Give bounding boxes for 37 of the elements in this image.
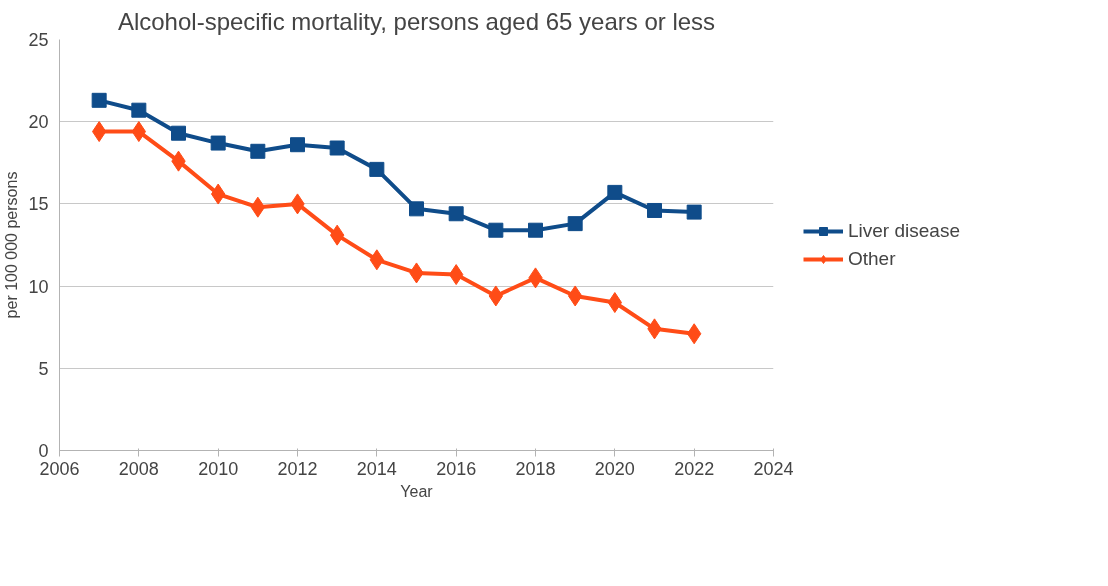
point xyxy=(250,143,266,159)
x-tick-label: 2008 xyxy=(118,458,159,479)
x-axis-title: Year xyxy=(400,482,434,500)
point xyxy=(686,204,702,220)
point xyxy=(369,161,385,177)
point xyxy=(607,184,623,200)
x-tick-label: 2006 xyxy=(39,458,80,479)
x-tick-label: 2024 xyxy=(753,458,794,479)
point xyxy=(290,137,305,153)
point xyxy=(131,102,147,118)
y-tick-label: 25 xyxy=(28,30,49,50)
legend-label: Liver disease xyxy=(848,219,960,242)
y-tick-label: 10 xyxy=(28,276,49,297)
y-axis-title: per 100 000 persons xyxy=(3,171,21,319)
y-tick-label: 15 xyxy=(28,194,49,215)
point xyxy=(647,202,662,218)
x-tick-label: 2022 xyxy=(674,458,715,479)
point xyxy=(91,92,107,108)
y-tick-label: 20 xyxy=(28,112,49,133)
chart-title: Alcohol-specific mortality, persons aged 65 years or less xyxy=(117,7,716,35)
point xyxy=(409,201,424,217)
legend-label: Other xyxy=(848,247,896,270)
point xyxy=(528,222,543,238)
x-tick-label: 2018 xyxy=(515,458,556,479)
point xyxy=(488,222,504,238)
point xyxy=(567,216,583,232)
point xyxy=(210,135,226,151)
point xyxy=(448,206,464,222)
point xyxy=(171,125,186,141)
x-tick-label: 2014 xyxy=(356,458,397,479)
x-tick-label: 2016 xyxy=(436,458,477,479)
y-tick-label: 5 xyxy=(38,358,49,379)
point xyxy=(329,140,345,156)
x-tick-label: 2012 xyxy=(277,458,318,479)
y-tick-label: 0 xyxy=(38,441,49,461)
x-tick-label: 2020 xyxy=(594,458,635,479)
x-tick-label: 2010 xyxy=(198,458,239,479)
